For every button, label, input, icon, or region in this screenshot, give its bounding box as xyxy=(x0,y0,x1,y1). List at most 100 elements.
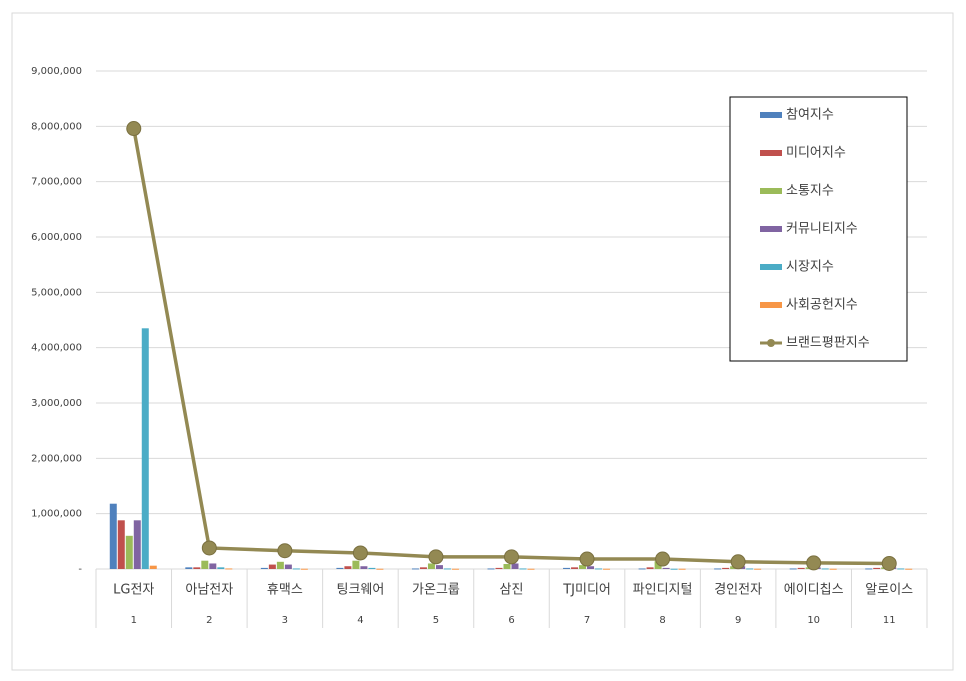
rank-label: 11 xyxy=(883,615,896,626)
rank-label: 10 xyxy=(807,615,820,626)
y-tick-label: 5,000,000 xyxy=(31,287,82,298)
rank-label: 7 xyxy=(584,615,590,626)
x-tick-label: 경인전자 xyxy=(714,583,762,598)
bar xyxy=(829,568,837,570)
y-tick-label: 4,000,000 xyxy=(31,343,82,354)
bar xyxy=(754,568,762,570)
rank-label: 6 xyxy=(508,615,514,626)
bar xyxy=(411,568,419,570)
bar xyxy=(905,568,913,570)
bar xyxy=(654,561,662,569)
bar xyxy=(527,568,535,570)
x-tick-label: 가온그룹 xyxy=(412,583,460,598)
legend-label: 미디어지수 xyxy=(786,146,846,161)
line-marker xyxy=(201,540,217,556)
rank-label: 3 xyxy=(282,615,288,626)
bar xyxy=(185,567,193,569)
bar xyxy=(511,563,519,569)
bar xyxy=(587,566,595,569)
bar xyxy=(419,567,427,569)
bar xyxy=(821,568,829,570)
bar xyxy=(670,568,678,570)
bar xyxy=(149,565,157,569)
line-marker xyxy=(504,549,519,565)
legend-swatch xyxy=(767,339,775,347)
y-tick-label: - xyxy=(78,564,82,575)
line-marker xyxy=(579,551,595,567)
rank-label: 8 xyxy=(659,615,665,626)
bar xyxy=(897,568,905,570)
bar xyxy=(427,563,435,569)
bar xyxy=(519,568,527,570)
legend-label: 소통지수 xyxy=(786,184,834,199)
bar xyxy=(503,564,511,569)
y-tick-label: 1,000,000 xyxy=(31,509,82,520)
y-tick-label: 3,000,000 xyxy=(31,398,82,409)
rank-label: 2 xyxy=(206,615,212,626)
legend-label: 커뮤니티지수 xyxy=(786,222,858,237)
x-tick-label: 에이디칩스 xyxy=(784,583,844,598)
line-marker xyxy=(428,549,444,565)
x-tick-label: 팅크웨어 xyxy=(336,583,384,598)
line-marker xyxy=(806,555,822,571)
x-tick-label: 삼진 xyxy=(500,583,524,598)
bar xyxy=(646,567,654,569)
legend-label: 브랜드평판지수 xyxy=(786,336,870,351)
y-tick-label: 2,000,000 xyxy=(31,453,82,464)
legend-box xyxy=(729,96,908,362)
bar xyxy=(435,565,443,569)
line-marker xyxy=(730,554,746,570)
bar xyxy=(292,568,300,570)
legend-label: 시장지수 xyxy=(786,260,834,275)
bar xyxy=(571,567,579,569)
bar xyxy=(638,568,646,570)
legend-swatch xyxy=(760,150,782,156)
line-marker xyxy=(352,545,368,561)
x-tick-label: LG전자 xyxy=(113,583,154,598)
bar xyxy=(260,567,268,569)
legend-swatch xyxy=(760,112,782,118)
rank-label: 9 xyxy=(735,615,741,626)
legend-label: 사회공헌지수 xyxy=(786,298,858,313)
rank-label: 5 xyxy=(433,615,439,626)
bar xyxy=(797,567,805,569)
bar xyxy=(352,560,360,569)
bar xyxy=(579,565,587,569)
bar xyxy=(714,568,722,570)
x-tick-label: 파인디지털 xyxy=(633,583,693,598)
bar xyxy=(873,567,881,569)
y-tick-label: 6,000,000 xyxy=(31,232,82,243)
line-marker xyxy=(126,121,142,137)
bar xyxy=(368,567,376,569)
bar xyxy=(225,568,233,570)
y-tick-label: 7,000,000 xyxy=(31,177,82,188)
bar xyxy=(451,568,459,570)
bar xyxy=(603,568,611,570)
rank-label: 4 xyxy=(357,615,363,626)
bar xyxy=(376,568,384,570)
line-marker xyxy=(277,543,293,559)
bar xyxy=(662,567,670,569)
bar xyxy=(336,567,344,569)
y-tick-label: 9,000,000 xyxy=(31,66,82,77)
bar xyxy=(300,568,308,570)
bar xyxy=(678,568,686,570)
x-tick-label: 아남전자 xyxy=(185,583,233,598)
bar xyxy=(217,567,225,569)
bar xyxy=(276,561,284,569)
bar xyxy=(133,520,141,569)
bar xyxy=(722,567,730,569)
bar xyxy=(125,535,133,569)
line-marker xyxy=(655,551,671,567)
x-tick-label: 휴맥스 xyxy=(267,583,303,598)
legend-swatch xyxy=(760,226,782,232)
x-tick-label: 알로이스 xyxy=(865,583,913,598)
bar xyxy=(268,564,276,569)
bar xyxy=(443,568,451,570)
bar xyxy=(487,568,495,570)
bar xyxy=(789,568,797,570)
rank-label: 1 xyxy=(131,615,137,626)
bar xyxy=(595,568,603,570)
bar xyxy=(117,520,125,569)
